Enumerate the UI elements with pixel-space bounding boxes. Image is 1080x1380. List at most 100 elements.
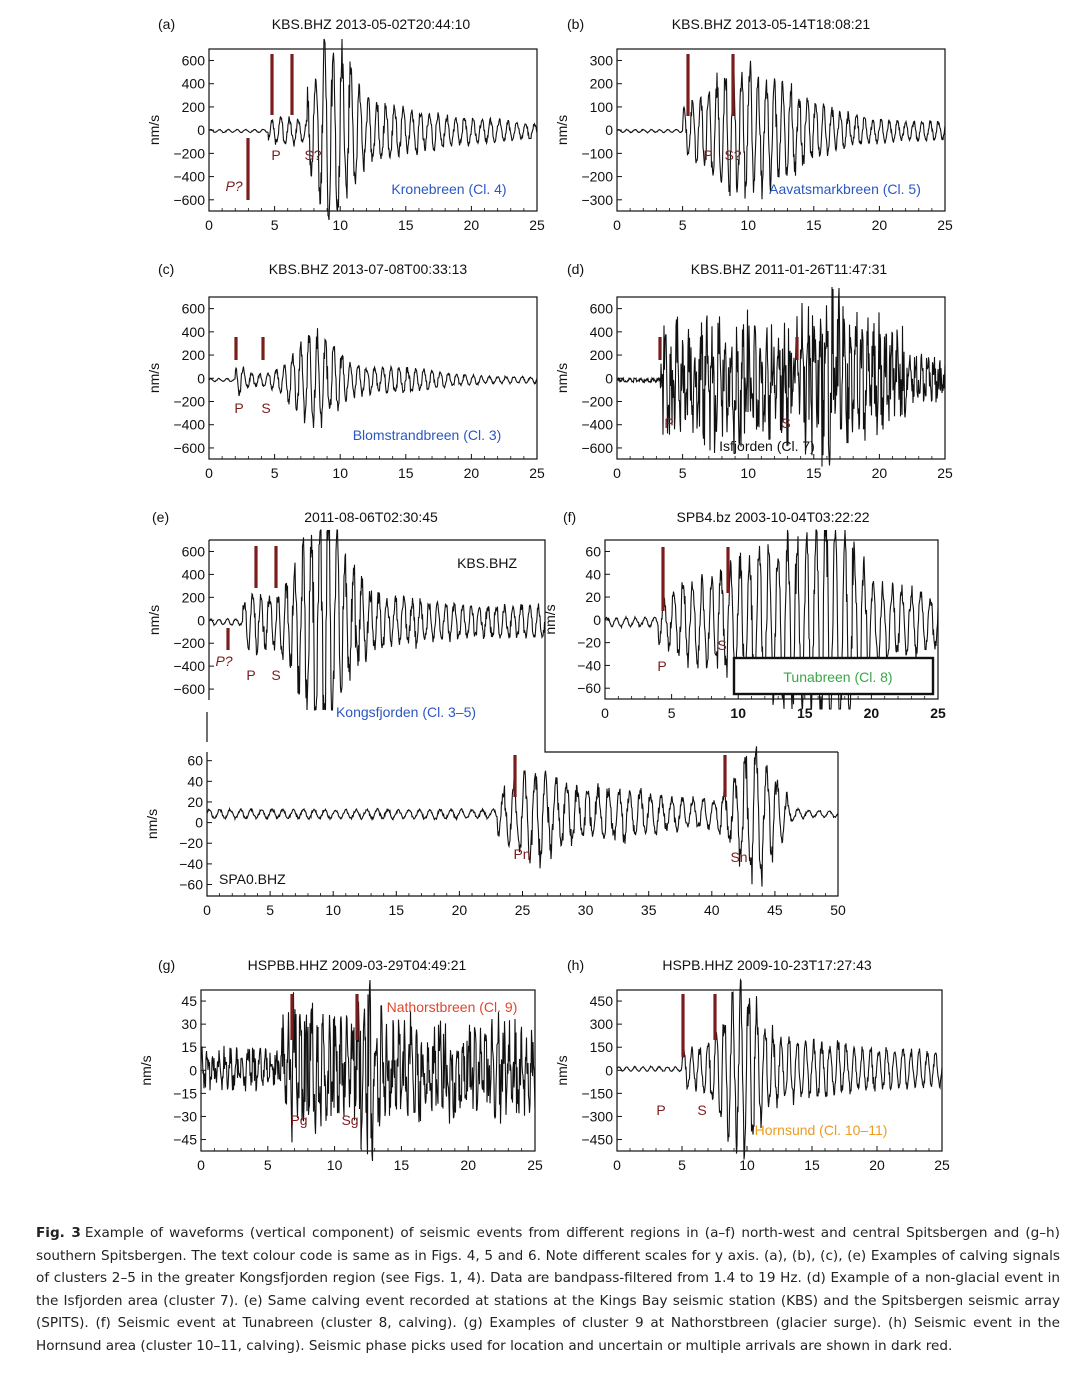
pick-label-f: S <box>717 637 726 653</box>
y-axis-label-e2: nm/s <box>144 809 160 839</box>
waveform-g <box>200 979 536 1162</box>
x-tick-label-c: 0 <box>205 465 213 481</box>
y-tick-label-b: 100 <box>590 99 614 115</box>
x-tick-label-h: 0 <box>613 1157 621 1173</box>
y-tick-label-b: −200 <box>581 169 613 185</box>
y-tick-label-e2: −40 <box>179 856 203 872</box>
x-tick-label-e2: 5 <box>266 902 274 918</box>
pick-label-e2: Sn <box>730 849 747 865</box>
y-axis-label-a: nm/s <box>146 115 162 145</box>
y-axis-label-c: nm/s <box>146 363 162 393</box>
y-tick-label-a: 400 <box>182 76 206 92</box>
x-tick-label-a: 25 <box>529 217 545 233</box>
y-tick-label-b: 0 <box>605 122 613 138</box>
y-tick-label-e: 400 <box>182 566 206 582</box>
pick-label-c: S <box>261 400 270 416</box>
y-tick-label-e: 600 <box>182 543 206 559</box>
x-tick-label-e2: 0 <box>203 902 211 918</box>
x-tick-label-h: 25 <box>934 1157 950 1173</box>
y-tick-label-h: 0 <box>605 1062 613 1078</box>
region-label-b: Aavatsmarkbreen (Cl. 5) <box>769 181 921 197</box>
y-tick-label-f: −60 <box>577 680 601 696</box>
pick-label-h: S <box>697 1102 706 1118</box>
y-tick-label-c: 400 <box>182 324 206 340</box>
y-tick-label-d: 0 <box>605 370 613 386</box>
waveform-a <box>208 38 538 221</box>
region-label-e: Kongsfjorden (Cl. 3–5) <box>336 704 476 720</box>
y-tick-label-h: 150 <box>590 1039 614 1055</box>
x-tick-label-f: 20 <box>864 705 880 721</box>
y-tick-label-g: −15 <box>173 1085 197 1101</box>
x-tick-label-d: 5 <box>679 465 687 481</box>
y-tick-label-e: −200 <box>173 635 205 651</box>
x-tick-label-e2: 15 <box>389 902 405 918</box>
y-tick-label-d: 400 <box>590 324 614 340</box>
x-tick-label-d: 10 <box>740 465 756 481</box>
y-axis-label-h: nm/s <box>554 1055 570 1085</box>
x-tick-label-e2: 25 <box>515 902 531 918</box>
y-tick-label-e: 200 <box>182 589 206 605</box>
y-tick-label-d: −200 <box>581 394 613 410</box>
waveform-e <box>208 529 546 711</box>
y-tick-label-a: 600 <box>182 52 206 68</box>
panel-e: 600 400 200 0 −200 −400 −600 nm/s (e) 2011-08-06T… <box>146 509 438 697</box>
y-tick-label-a: 200 <box>182 99 206 115</box>
y-tick-label-b: 200 <box>590 76 614 92</box>
y-tick-label-d: −600 <box>581 440 613 456</box>
station-label-e2: SPA0.BHZ <box>219 871 286 887</box>
x-tick-label-g: 15 <box>394 1157 410 1173</box>
y-tick-label-d: 600 <box>590 301 614 317</box>
x-tick-label-f: 15 <box>797 705 813 721</box>
x-tick-label-e2: 30 <box>578 902 594 918</box>
region-label-g: Nathorstbreen (Cl. 9) <box>387 999 518 1015</box>
region-label-c: Blomstrandbreen (Cl. 3) <box>353 427 502 443</box>
x-tick-label-a: 5 <box>271 217 279 233</box>
plot-frame-e2 <box>206 752 839 897</box>
y-tick-label-h: −300 <box>581 1108 613 1124</box>
panel-label-f: (f) <box>563 509 576 525</box>
x-tick-label-g: 10 <box>327 1157 343 1173</box>
panel-title-g: HSPBB.HHZ 2009-03-29T04:49:21 <box>248 957 467 973</box>
pick-label-d: P <box>664 415 673 431</box>
panel-f: 60 40 20 0 −20 −40 −60 nm/s 0 5 10 15 20 25 (f) SPB4.bz… <box>542 509 946 721</box>
pick-label-g: Pg <box>290 1112 307 1128</box>
y-tick-label-f: 40 <box>585 566 601 582</box>
panel-h: 450 300 150 0 −150 −300 −450 nm/s 0 5 10 15 20 25 (h) H… <box>554 957 950 1173</box>
y-tick-label-d: −400 <box>581 417 613 433</box>
y-tick-label-b: −300 <box>581 192 613 208</box>
y-tick-label-a: 0 <box>197 122 205 138</box>
y-tick-label-e: −400 <box>173 658 205 674</box>
waveform-c <box>209 328 538 429</box>
pick-label-b: P <box>703 147 712 163</box>
x-tick-label-b: 5 <box>679 217 687 233</box>
y-tick-label-g: −30 <box>173 1108 197 1124</box>
x-tick-label-c: 10 <box>332 465 348 481</box>
figure-caption: Fig. 3 Example of waveforms (vertical com… <box>36 1222 1060 1357</box>
x-tick-label-e2: 10 <box>325 902 341 918</box>
waveform-h <box>616 978 943 1160</box>
region-label-f: Tunabreen (Cl. 8) <box>783 669 892 685</box>
y-tick-label-h: 450 <box>590 993 614 1009</box>
y-tick-label-g: 15 <box>181 1039 197 1055</box>
y-tick-label-c: −600 <box>173 440 205 456</box>
plot-frame-e <box>208 539 838 753</box>
figure-number: Fig. 3 <box>36 1225 81 1241</box>
panel-title-d: KBS.BHZ 2011-01-26T11:47:31 <box>691 261 888 277</box>
x-tick-label-e2: 35 <box>641 902 657 918</box>
x-tick-label-a: 15 <box>398 217 414 233</box>
x-tick-label-h: 15 <box>804 1157 820 1173</box>
x-tick-label-g: 20 <box>460 1157 476 1173</box>
y-tick-label-a: −400 <box>173 169 205 185</box>
station-label-e: KBS.BHZ <box>457 555 517 571</box>
y-tick-label-f: 20 <box>585 589 601 605</box>
x-tick-label-b: 25 <box>937 217 953 233</box>
x-tick-label-d: 25 <box>937 465 953 481</box>
region-label-a: Kronebreen (Cl. 4) <box>391 181 506 197</box>
panel-b: 300 200 100 0 −100 −200 −300 nm/s 0 5 10 15 20 25 (b) K… <box>554 16 953 233</box>
panel-label-g: (g) <box>158 957 175 973</box>
x-tick-label-f: 25 <box>930 705 946 721</box>
y-tick-label-c: −400 <box>173 417 205 433</box>
pick-label-a: P <box>271 147 280 163</box>
y-tick-label-a: −200 <box>173 145 205 161</box>
